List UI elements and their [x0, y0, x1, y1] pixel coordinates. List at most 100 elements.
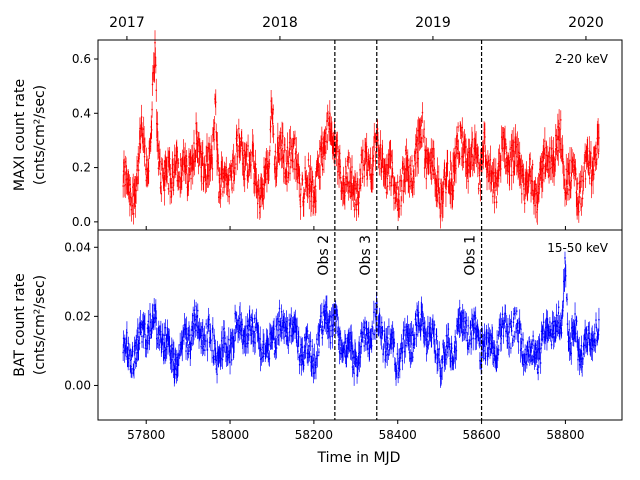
- bat-point: [167, 343, 169, 345]
- maxi-point: [342, 175, 345, 177]
- bat-point: [543, 336, 545, 338]
- maxi-point: [364, 144, 367, 146]
- maxi-point: [382, 171, 385, 173]
- bat-point: [586, 343, 589, 346]
- maxi-point: [271, 117, 274, 119]
- bat-point: [358, 352, 360, 355]
- bat-point: [419, 330, 422, 332]
- maxi-point: [205, 183, 208, 185]
- bat-point: [410, 332, 413, 334]
- bat-point: [378, 324, 380, 326]
- maxi-point: [519, 165, 522, 167]
- maxi-point: [441, 205, 443, 208]
- maxi-point: [492, 195, 494, 198]
- bat-point: [226, 347, 228, 349]
- bat-point: [327, 330, 329, 333]
- maxi-point: [521, 165, 524, 167]
- bat-point: [277, 339, 279, 341]
- maxi-point: [470, 155, 473, 158]
- bat-point: [481, 335, 484, 337]
- bat-point: [365, 343, 367, 346]
- maxi-point: [558, 129, 560, 131]
- maxi-point: [304, 182, 307, 184]
- maxi-point: [495, 172, 497, 174]
- bat-point: [210, 339, 212, 342]
- maxi-point: [156, 139, 158, 141]
- maxi-point: [484, 136, 486, 138]
- maxi-point: [463, 140, 466, 143]
- maxi-point: [469, 168, 471, 171]
- bat-point: [404, 344, 407, 347]
- bat-point: [371, 325, 373, 328]
- bat-point: [173, 353, 175, 355]
- maxi-point: [529, 171, 531, 173]
- bat-point: [410, 334, 412, 337]
- maxi-point: [261, 191, 263, 194]
- bat-point: [133, 345, 136, 347]
- maxi-point: [329, 112, 331, 114]
- maxi-point: [157, 167, 160, 170]
- bat-point: [511, 330, 513, 332]
- bat-point: [323, 305, 325, 308]
- bat-point: [334, 309, 337, 311]
- maxi-point: [268, 165, 270, 168]
- bat-point: [491, 337, 494, 339]
- bat-point: [355, 355, 357, 357]
- maxi-point: [433, 158, 435, 160]
- bat-point: [529, 347, 532, 349]
- maxi-point: [567, 193, 569, 196]
- maxi-point: [425, 157, 427, 160]
- maxi-point: [438, 191, 441, 194]
- bat-point: [350, 347, 353, 350]
- bat-point: [299, 355, 302, 357]
- bat-point: [125, 347, 127, 350]
- maxi-point: [277, 137, 279, 139]
- maxi-point: [288, 152, 290, 154]
- bat-point: [275, 325, 277, 327]
- maxi-point: [570, 179, 572, 182]
- bat-point: [430, 336, 432, 338]
- maxi-point: [331, 143, 334, 146]
- maxi-point: [378, 163, 380, 166]
- maxi-point: [420, 119, 423, 122]
- maxi-point: [343, 197, 346, 199]
- bat-point: [234, 332, 237, 334]
- bat-point: [374, 308, 376, 311]
- maxi-point: [158, 150, 160, 152]
- maxi-point: [477, 187, 480, 190]
- bat-point: [397, 367, 400, 370]
- bat-point: [378, 322, 380, 324]
- bat-point: [537, 349, 539, 351]
- maxi-point: [230, 174, 233, 177]
- maxi-point: [519, 152, 521, 155]
- bat-point: [211, 349, 213, 352]
- bat-point: [262, 355, 265, 357]
- bat-point: [497, 354, 499, 356]
- bat-point: [553, 320, 556, 323]
- maxi-point: [122, 185, 124, 187]
- maxi-point: [490, 176, 492, 179]
- maxi-point: [534, 188, 536, 190]
- maxi-point: [171, 163, 174, 166]
- maxi-point: [474, 146, 477, 148]
- bat-point: [340, 344, 342, 346]
- bat-point: [142, 321, 144, 323]
- bat-point: [447, 328, 450, 330]
- bat-point: [508, 323, 511, 325]
- maxi-point: [227, 190, 229, 192]
- bat-point: [288, 331, 291, 333]
- maxi-point: [172, 189, 175, 191]
- maxi-point: [188, 156, 190, 158]
- bat-point: [549, 334, 552, 337]
- bat-point: [250, 334, 252, 337]
- maxi-point: [291, 159, 293, 162]
- bat-point: [178, 354, 180, 356]
- maxi-point: [412, 177, 415, 180]
- bat-point: [437, 361, 439, 363]
- bat-point: [480, 356, 483, 359]
- bat-point: [267, 343, 270, 346]
- maxi-point: [248, 169, 250, 171]
- bat-point: [166, 328, 169, 330]
- maxi-point: [554, 165, 556, 167]
- bat-point: [453, 358, 455, 360]
